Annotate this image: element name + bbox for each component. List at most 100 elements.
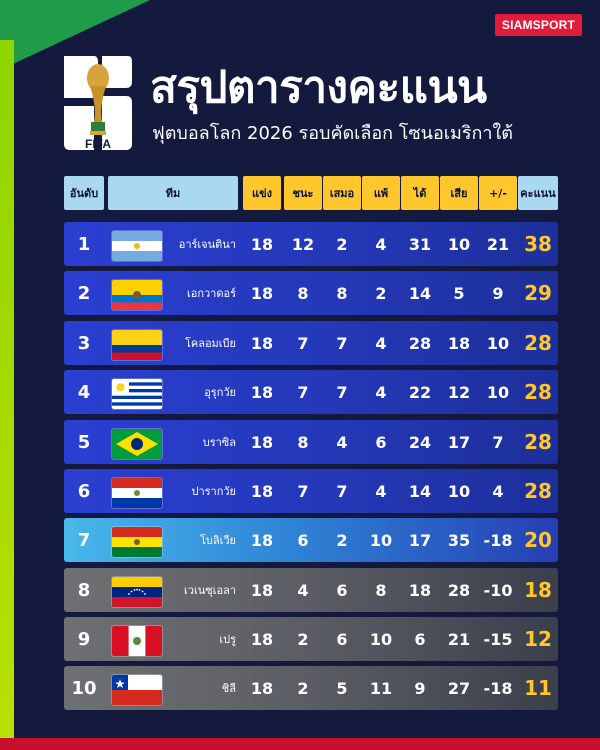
ga-cell: 35 <box>447 530 471 550</box>
drawn-cell: 7 <box>336 481 348 501</box>
gd-cell: -10 <box>483 580 513 600</box>
played-cell: 18 <box>250 333 274 353</box>
gd-cell: 10 <box>486 382 510 402</box>
table-row: 6 ปารากวัย 18 7 7 4 14 10 4 28 <box>64 469 558 513</box>
paraguay-flag-icon <box>112 478 162 508</box>
col-header-ga: เสีย <box>440 176 478 210</box>
lost-cell: 6 <box>375 432 387 452</box>
drawn-cell: 6 <box>336 629 348 649</box>
lost-cell: 8 <box>375 580 387 600</box>
gd-cell: -18 <box>483 678 513 698</box>
gf-cell: 14 <box>408 283 432 303</box>
rank-cell: 7 <box>77 529 91 551</box>
table-row: 9 เปรู 18 2 6 10 6 21 -15 12 <box>64 617 558 661</box>
lost-cell: 10 <box>369 629 393 649</box>
world-cup-2026-logo: FIFA <box>60 52 136 156</box>
table-row: 8 เวเนซุเอลา 18 4 6 8 18 28 -10 18 <box>64 568 558 612</box>
points-cell: 12 <box>524 627 552 651</box>
won-cell: 7 <box>297 333 309 353</box>
team-name: ปารากวัย <box>191 485 236 498</box>
played-cell: 18 <box>250 530 274 550</box>
uruguay-flag-icon <box>112 379 162 409</box>
bottom-accent-strip <box>0 738 600 750</box>
rank-cell: 8 <box>77 579 91 601</box>
ga-cell: 12 <box>447 382 471 402</box>
team-name: ชิลี <box>221 682 236 695</box>
played-cell: 18 <box>250 629 274 649</box>
lost-cell: 2 <box>375 283 387 303</box>
drawn-cell: 8 <box>336 283 348 303</box>
played-cell: 18 <box>250 481 274 501</box>
won-cell: 4 <box>297 580 309 600</box>
points-cell: 28 <box>524 430 552 454</box>
won-cell: 8 <box>297 283 309 303</box>
table-row: 3 โคลอมเบีย 18 7 7 4 28 18 10 28 <box>64 321 558 365</box>
team-name: เปรู <box>219 633 236 646</box>
won-cell: 12 <box>291 234 315 254</box>
lost-cell: 4 <box>375 481 387 501</box>
team-name: โคลอมเบีย <box>184 337 236 350</box>
gf-cell: 17 <box>408 530 432 550</box>
table-row: 10 ชิลี 18 2 5 11 9 27 -18 11 <box>64 666 558 710</box>
drawn-cell: 2 <box>336 530 348 550</box>
table-row: 4 อุรุกวัย 18 7 7 4 22 12 10 28 <box>64 370 558 414</box>
peru-flag-icon <box>112 626 162 656</box>
lost-cell: 10 <box>369 530 393 550</box>
team-name: บราซิล <box>202 436 236 449</box>
gf-cell: 18 <box>408 580 432 600</box>
gf-cell: 31 <box>408 234 432 254</box>
team-name: เอกวาดอร์ <box>186 287 236 300</box>
gd-cell: 7 <box>492 432 504 452</box>
gf-cell: 14 <box>408 481 432 501</box>
col-header-rank: อันดับ <box>64 176 104 210</box>
trophy-icon: FIFA <box>64 56 132 151</box>
gf-cell: 28 <box>408 333 432 353</box>
page-title: สรุปตารางคะแนน <box>150 62 487 113</box>
ga-cell: 18 <box>447 333 471 353</box>
brand-badge: SIAMSPORT <box>494 14 582 36</box>
points-cell: 29 <box>524 281 552 305</box>
rank-cell: 3 <box>77 332 91 354</box>
points-cell: 28 <box>524 479 552 503</box>
ga-cell: 10 <box>447 234 471 254</box>
bolivia-flag-icon <box>112 527 162 557</box>
lost-cell: 4 <box>375 333 387 353</box>
page-subtitle: ฟุตบอลโลก 2026 รอบคัดเลือก โซนอเมริกาใต้ <box>152 123 513 144</box>
drawn-cell: 5 <box>336 678 348 698</box>
rank-cell: 9 <box>77 628 91 650</box>
drawn-cell: 7 <box>336 382 348 402</box>
played-cell: 18 <box>250 678 274 698</box>
chile-flag-icon <box>112 675 162 705</box>
gf-cell: 6 <box>414 629 426 649</box>
drawn-cell: 7 <box>336 333 348 353</box>
gf-cell: 24 <box>408 432 432 452</box>
gd-cell: 21 <box>486 234 510 254</box>
ga-cell: 21 <box>447 629 471 649</box>
lost-cell: 4 <box>375 382 387 402</box>
points-cell: 38 <box>524 232 552 256</box>
gd-cell: 9 <box>492 283 504 303</box>
col-header-drawn: เสมอ <box>323 176 361 210</box>
argentina-flag-icon <box>112 231 162 261</box>
col-header-gf: ได้ <box>401 176 439 210</box>
brazil-flag-icon <box>112 429 162 459</box>
played-cell: 18 <box>250 234 274 254</box>
ecuador-flag-icon <box>112 280 162 310</box>
gd-cell: -18 <box>483 530 513 550</box>
played-cell: 18 <box>250 382 274 402</box>
points-cell: 18 <box>524 578 552 602</box>
col-header-team: ทีม <box>108 176 238 210</box>
rank-cell: 5 <box>77 431 91 453</box>
points-cell: 28 <box>524 331 552 355</box>
team-name: เวเนซุเอลา <box>184 584 236 597</box>
won-cell: 6 <box>297 530 309 550</box>
table-header: อันดับ ทีม แข่ง ชนะ เสมอ แพ้ ได้ เสีย +/… <box>0 176 600 212</box>
table-row: 2 เอกวาดอร์ 18 8 8 2 14 5 9 29 <box>64 271 558 315</box>
points-cell: 20 <box>524 528 552 552</box>
col-header-lost: แพ้ <box>362 176 400 210</box>
rank-cell: 2 <box>77 282 91 304</box>
points-cell: 28 <box>524 380 552 404</box>
col-header-won: ชนะ <box>284 176 322 210</box>
played-cell: 18 <box>250 283 274 303</box>
col-header-played: แข่ง <box>243 176 281 210</box>
